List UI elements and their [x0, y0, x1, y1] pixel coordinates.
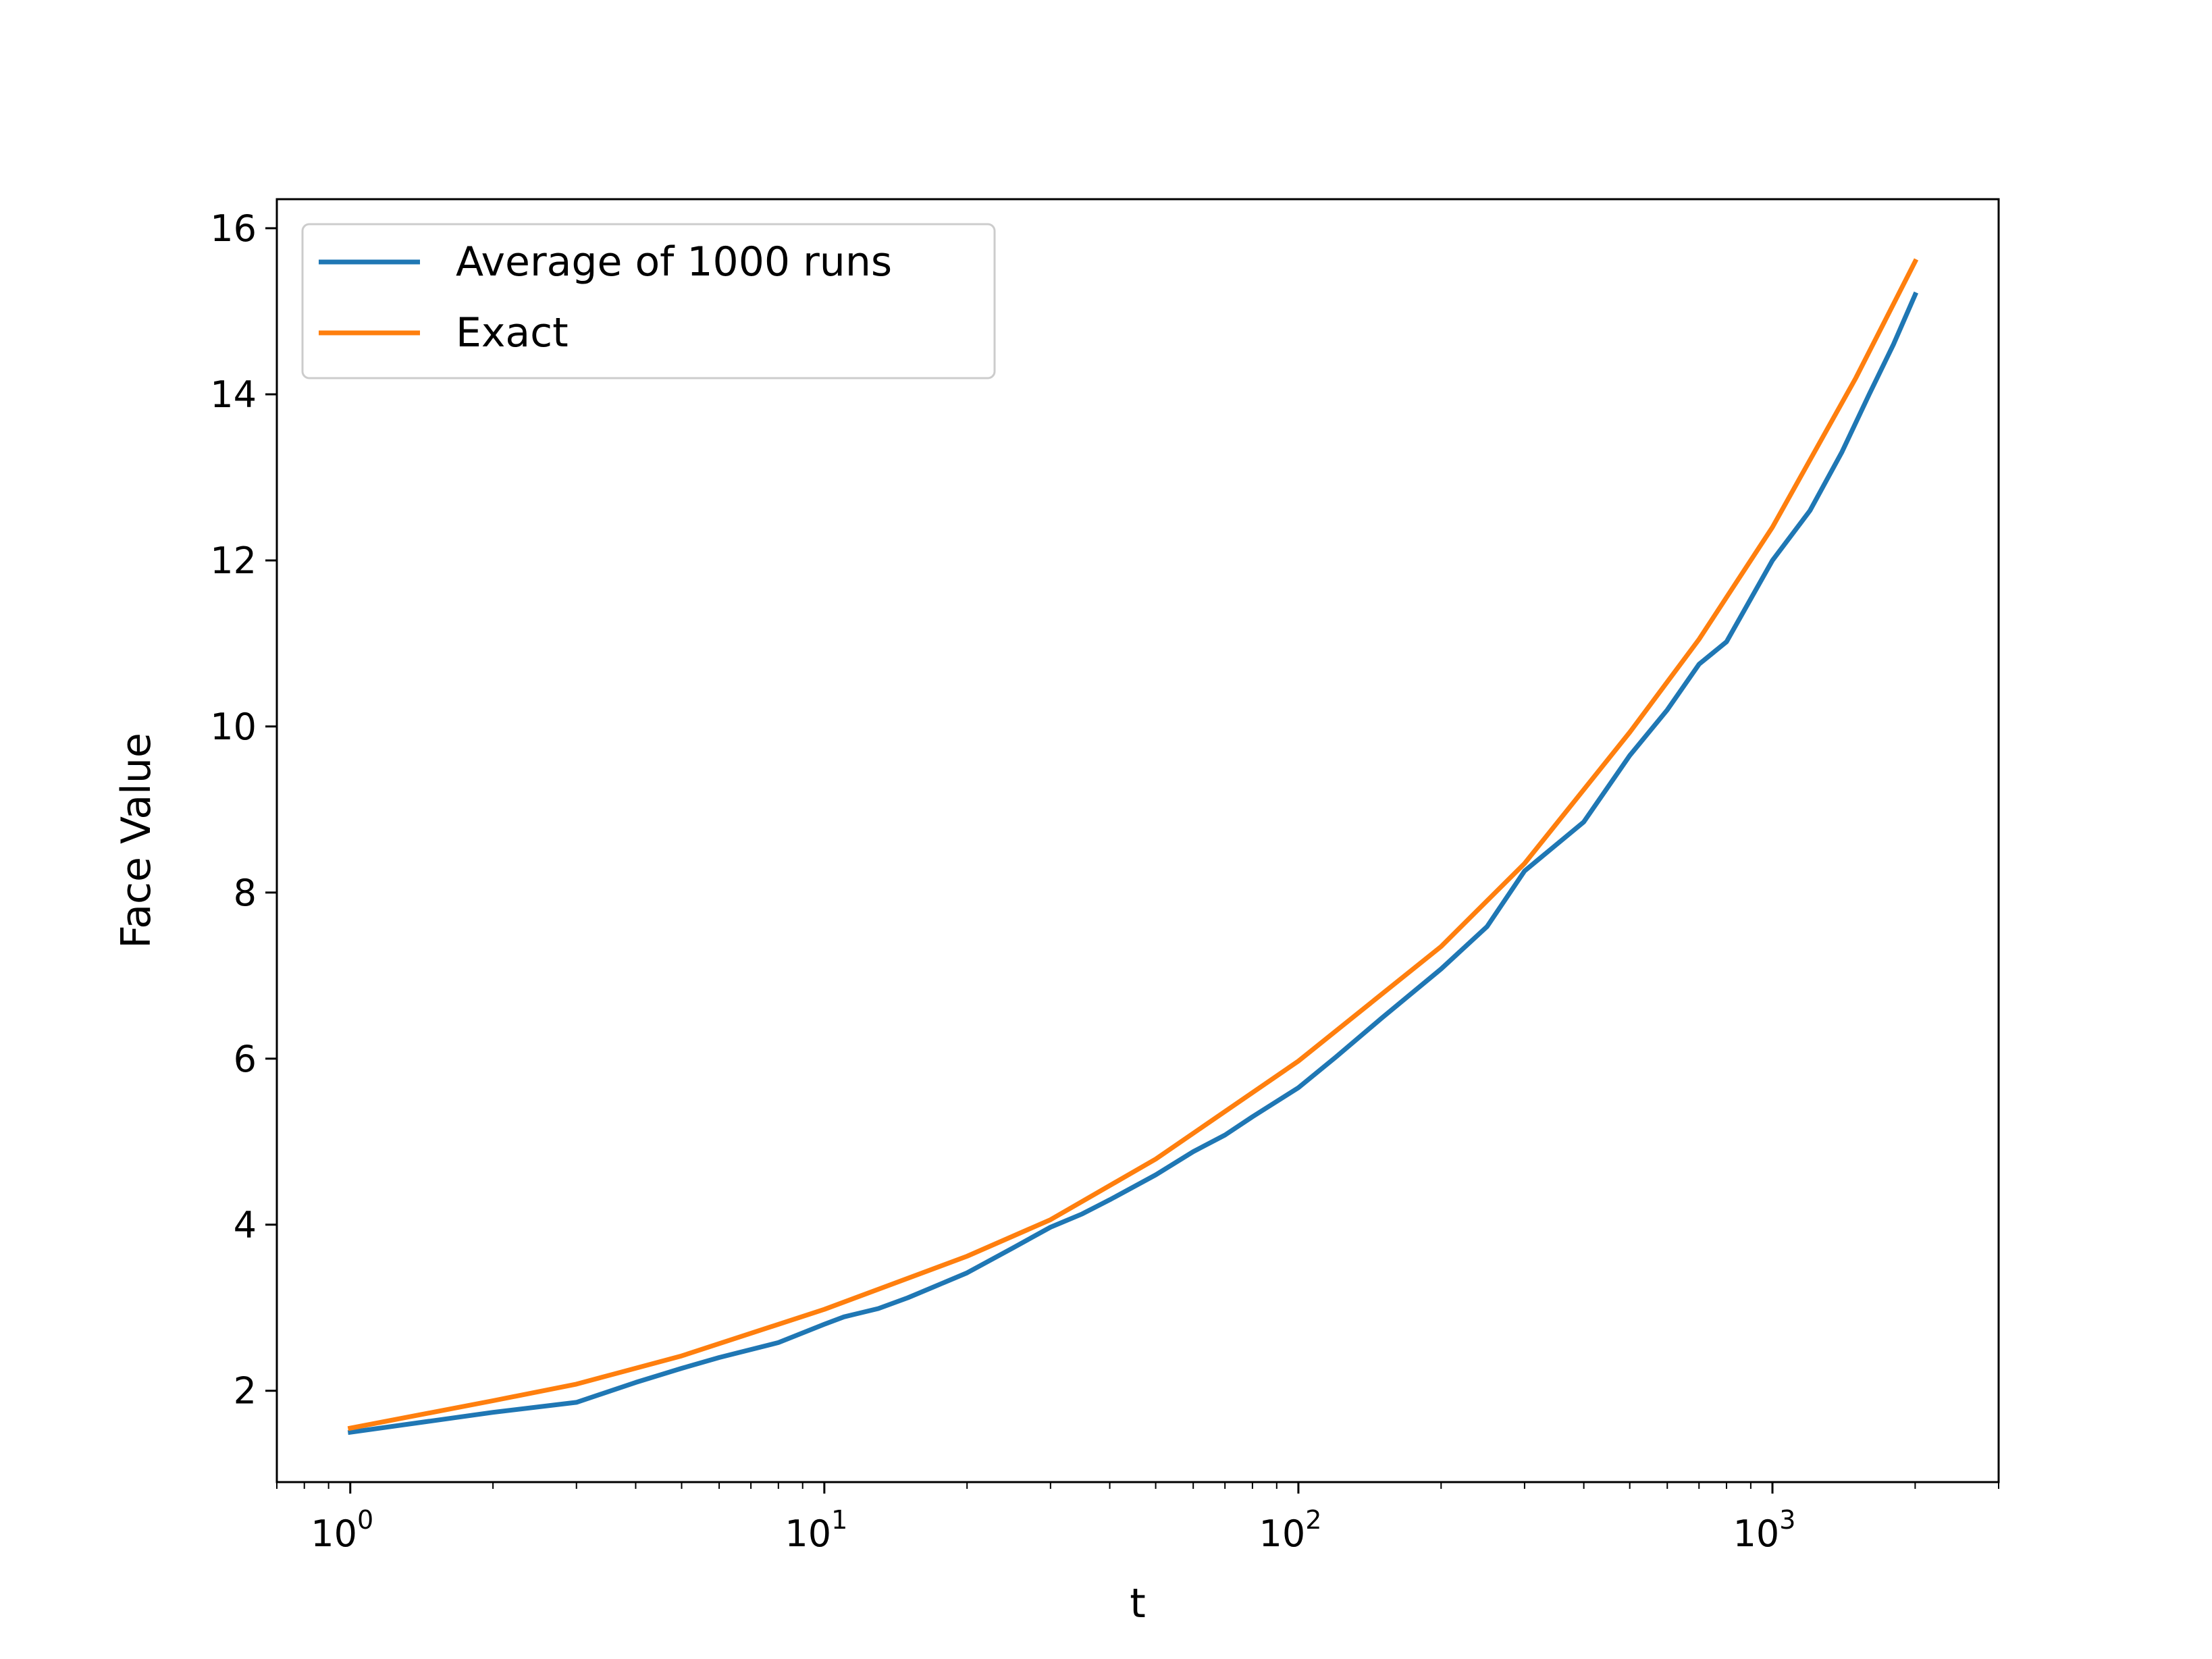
y-axis-label: Face Value: [113, 733, 160, 949]
series-line-exact: [347, 258, 1919, 1431]
y-tick-label: 4: [234, 1204, 257, 1246]
plot-frame: [275, 198, 2000, 1483]
legend: Average of 1000 runs Exact: [301, 223, 996, 379]
y-tick-label: 14: [210, 373, 257, 416]
series-layer: [347, 258, 1919, 1436]
legend-label-exact: Exact: [456, 309, 569, 357]
y-tick-label: 12: [210, 539, 257, 582]
y-tick-label: 8: [234, 872, 257, 914]
x-tick-label: 103: [1733, 1505, 1796, 1555]
x-tick-label: 100: [311, 1505, 373, 1555]
y-tick-label: 10: [210, 706, 257, 748]
x-axis: 100 101 102 103: [276, 1482, 1999, 1555]
legend-label-average: Average of 1000 runs: [456, 238, 892, 286]
y-tick-label: 6: [234, 1038, 257, 1080]
x-axis-label: t: [1130, 1580, 1146, 1627]
y-tick-label: 2: [234, 1370, 257, 1413]
y-tick-label: 16: [210, 207, 257, 250]
y-axis: 2 4 6 8 10 12 14 16: [210, 207, 277, 1413]
x-tick-label: 101: [785, 1505, 847, 1555]
series-line-average: [347, 291, 1919, 1436]
legend-box: [301, 223, 996, 379]
x-tick-label: 102: [1259, 1505, 1321, 1555]
